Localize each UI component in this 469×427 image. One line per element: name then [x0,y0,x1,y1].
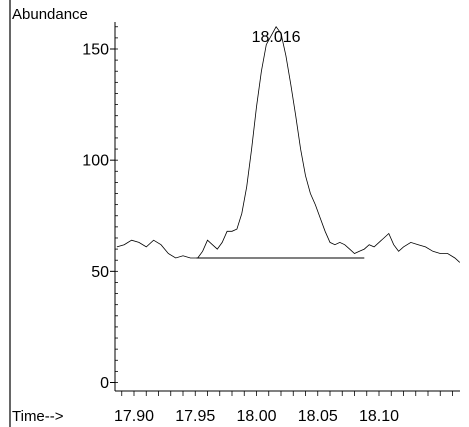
x-tick-label: 17.90 [114,408,154,425]
x-tick-label: 18.05 [298,408,338,425]
y-tick-label: 50 [91,264,109,281]
peak-retention-time-label: 18.016 [252,29,301,46]
chromatogram-trace [116,26,461,263]
y-tick-label: 100 [82,153,109,170]
x-axis-label: Time--> [12,408,64,425]
y-major-ticks [110,48,115,383]
x-tick-label: 18.10 [359,408,399,425]
x-tick-labels: 17.90 17.95 18.00 18.05 18.10 [114,408,399,425]
x-tick-label: 18.00 [236,408,276,425]
y-tick-label: 0 [100,375,109,392]
y-axis-label: Abundance [12,6,88,23]
y-tick-label: 150 [82,42,109,59]
y-tick-labels: 0 50 100 150 [82,42,109,393]
x-tick-label: 17.95 [175,408,215,425]
y-minor-ticks [115,26,118,383]
x-minor-ticks [121,391,453,396]
